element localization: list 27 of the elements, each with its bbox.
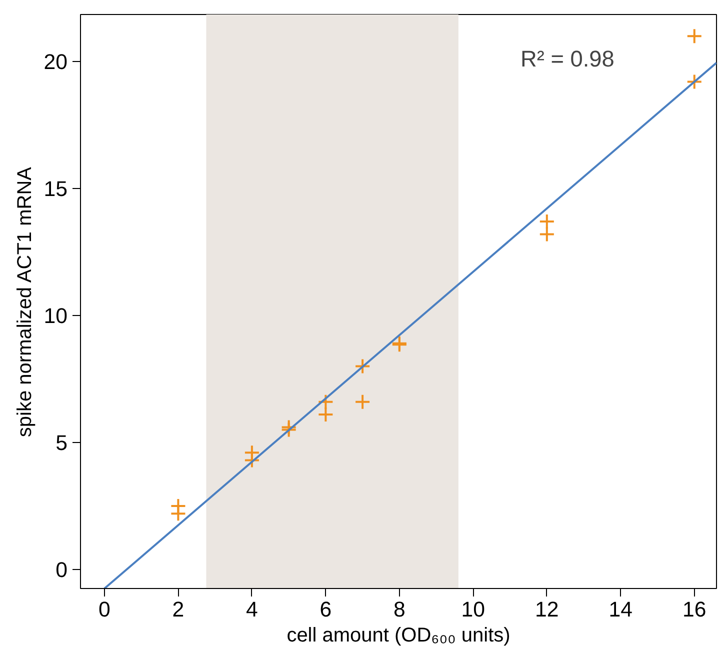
y-tick-label: 5: [56, 430, 68, 455]
x-tick-label: 14: [608, 598, 633, 622]
x-tick-label: 6: [320, 598, 332, 622]
y-tick-label: 20: [44, 50, 68, 74]
x-axis-title: cell amount (OD₆₀₀ units): [286, 624, 510, 646]
point: [538, 226, 555, 242]
x-tick-label: 10: [461, 598, 486, 622]
x-tick-label: 16: [682, 598, 706, 622]
point: [244, 452, 260, 468]
x-tick-label: 12: [535, 598, 559, 622]
point: [686, 74, 702, 90]
y-tick-label: 0: [56, 558, 68, 582]
y-axis-title: spike normalized ACT1 mRNA: [14, 166, 36, 438]
x-tick-label: 2: [172, 598, 184, 622]
point: [538, 213, 555, 230]
x-tick-label: 0: [98, 598, 111, 622]
point: [170, 506, 186, 522]
annotation: R² = 0.98: [520, 46, 614, 72]
point: [318, 394, 334, 410]
x-tick-label: 4: [246, 598, 258, 622]
point: [686, 28, 702, 44]
point: [354, 358, 371, 374]
point: [354, 394, 371, 410]
y-tick-label: 15: [44, 176, 68, 201]
x-tick-label: 8: [393, 598, 406, 622]
y-tick-label: 10: [44, 304, 68, 328]
point: [318, 406, 334, 423]
